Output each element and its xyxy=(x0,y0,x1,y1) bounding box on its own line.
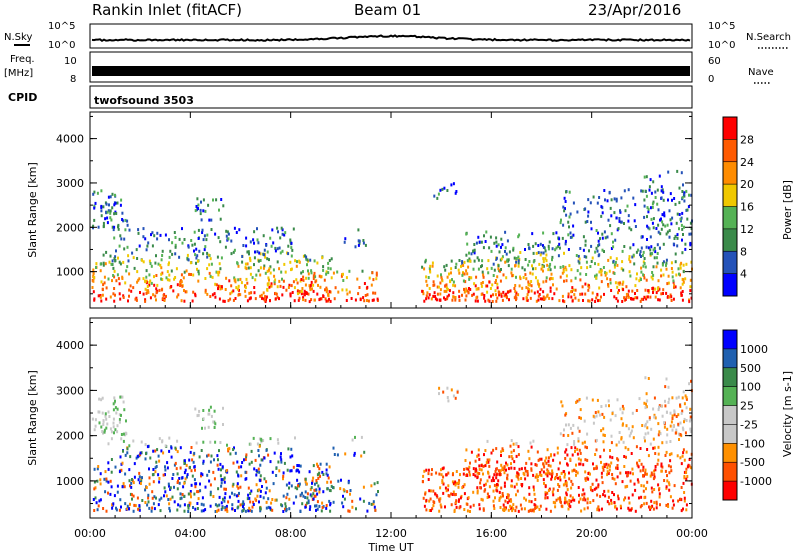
range-tick-label: 3000 xyxy=(56,384,84,397)
colorbar-swatch xyxy=(723,273,737,296)
colorbar-tick-label: 500 xyxy=(740,362,761,375)
power-heatmap xyxy=(91,169,693,304)
colorbar-swatch xyxy=(723,386,737,406)
freq-label: Freq. xyxy=(10,54,35,65)
time-tick-label: 04:00 xyxy=(174,527,206,540)
colorbar-swatch xyxy=(723,424,737,444)
nsky-scale-bottom: 10^0 xyxy=(48,40,75,51)
time-tick-label: 16:00 xyxy=(475,527,507,540)
colorbar-tick-label: 4 xyxy=(740,268,747,281)
colorbar-tick-label: 100 xyxy=(740,381,761,394)
nsky-scale-top: 10^5 xyxy=(48,21,75,32)
colorbar-tick-label: 28 xyxy=(740,133,754,146)
colorbar-swatch xyxy=(723,481,737,500)
range-tick-label: 2000 xyxy=(56,430,84,443)
velocity-panel: Slant Range [km] 1000 2000 3000 4000 xyxy=(26,317,693,519)
colorbar-tick-label: -1000 xyxy=(740,475,772,488)
time-axis-label: Time UT xyxy=(367,541,413,554)
colorbar-swatch xyxy=(723,184,737,207)
power-colorbar-label: Power [dB] xyxy=(781,180,794,240)
colorbar-swatch xyxy=(723,161,737,185)
range-tick-label: 4000 xyxy=(56,133,84,146)
velocity-colorbar-label: Velocity [m s-1] xyxy=(781,371,794,457)
time-tick-label: 12:00 xyxy=(375,527,407,540)
colorbar-tick-label: 24 xyxy=(740,156,754,169)
beam-title: Beam 01 xyxy=(354,1,421,19)
nsky-scale-top-right: 10^5 xyxy=(708,21,735,32)
nave-scale-top: 60 xyxy=(708,56,721,67)
nsky-panel: N.Sky 10^5 10^0 10^5 10^0 N.Search xyxy=(4,21,791,51)
time-tick-label: 00:00 xyxy=(676,527,708,540)
power-colorbar: 4 8 12 16 20 24 28 Power [dB] xyxy=(722,116,794,297)
range-tick-label: 4000 xyxy=(56,339,84,352)
cpid-label: CPID xyxy=(8,91,37,104)
nsky-trace xyxy=(91,34,691,43)
power-yticks: 1000 2000 3000 4000 xyxy=(56,115,692,295)
freq-panel: Freq. [MHz] 10 8 60 0 Nave xyxy=(4,51,774,85)
cpid-value: twofsound 3503 xyxy=(94,94,194,107)
time-tick-label: 08:00 xyxy=(275,527,307,540)
time-tick-label: 20:00 xyxy=(576,527,608,540)
nsearch-label: N.Search xyxy=(746,32,791,43)
nave-scale-bottom: 0 xyxy=(708,74,714,85)
range-tick-label: 2000 xyxy=(56,221,84,234)
colorbar-swatch xyxy=(723,443,737,463)
colorbar-swatch xyxy=(723,206,737,229)
range-tick-label: 1000 xyxy=(56,266,84,279)
range-tick-label: 1000 xyxy=(56,475,84,488)
freq-trace xyxy=(92,66,690,76)
colorbar-swatch xyxy=(723,405,737,425)
colorbar-tick-label: 12 xyxy=(740,223,754,236)
freq-unit: [MHz] xyxy=(4,68,33,79)
colorbar-swatch xyxy=(723,251,737,274)
colorbar-tick-label: 16 xyxy=(740,201,754,214)
velocity-ylabel: Slant Range [km] xyxy=(26,370,39,466)
velocity-colorbar: 1000 500 100 25 -25 -100 -500 -1000 Velocity [m… xyxy=(722,329,794,501)
colorbar-tick-label: 25 xyxy=(740,400,754,413)
time-tick-label: 00:00 xyxy=(74,527,106,540)
colorbar-tick-label: 20 xyxy=(740,178,754,191)
colorbar-swatch xyxy=(723,139,737,162)
colorbar-tick-label: -500 xyxy=(740,456,765,469)
colorbar-tick-label: 8 xyxy=(740,245,747,258)
colorbar-swatch xyxy=(723,330,737,349)
freq-scale-top: 10 xyxy=(64,56,77,67)
colorbar-swatch xyxy=(723,228,737,252)
power-panel: Slant Range [km] 1000 2000 3000 4000 xyxy=(26,111,693,309)
range-tick-label: 3000 xyxy=(56,177,84,190)
colorbar-tick-label: -100 xyxy=(740,437,765,450)
colorbar-tick-label: 1000 xyxy=(740,343,768,356)
power-ylabel: Slant Range [km] xyxy=(26,162,39,258)
colorbar-swatch xyxy=(723,462,737,482)
site-title: Rankin Inlet (fitACF) xyxy=(92,1,242,19)
freq-scale-bottom: 8 xyxy=(70,74,76,85)
date-title: 23/Apr/2016 xyxy=(588,1,681,19)
nave-label: Nave xyxy=(748,67,774,78)
colorbar-swatch xyxy=(723,117,737,140)
velocity-heatmap xyxy=(91,376,693,513)
colorbar-swatch xyxy=(723,348,737,368)
nsky-label: N.Sky xyxy=(4,32,32,43)
colorbar-swatch xyxy=(723,367,737,387)
time-axis: 00:00 04:00 08:00 12:00 16:00 20:00 00:00 xyxy=(74,112,708,540)
velocity-yticks: 1000 2000 3000 4000 xyxy=(56,322,692,505)
cpid-panel: CPID twofsound 3503 xyxy=(8,85,693,109)
colorbar-tick-label: -25 xyxy=(740,418,758,431)
nsky-scale-bottom-right: 10^0 xyxy=(708,40,735,51)
